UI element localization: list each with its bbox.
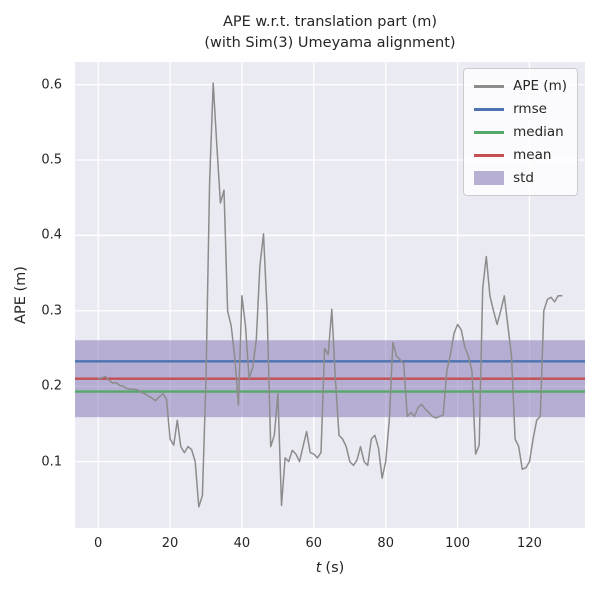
plot-canvas [75,62,585,528]
chart-title-line2: (with Sim(3) Umeyama alignment) [204,35,456,51]
legend-label-median: median [513,124,564,140]
median-line-swatch-icon [474,130,505,134]
chart-title: APE w.r.t. translation part (m) (with Si… [75,12,585,54]
legend-label-mean: mean [513,147,552,163]
y-tick-label: 0.3 [41,303,62,319]
x-axis-label-unit: (s) [325,560,345,576]
mean-line-swatch-icon [474,153,505,157]
plot-area: APE (m) rmse median mean std [75,62,585,528]
legend-label-ape: APE (m) [513,78,567,94]
legend-item-mean: mean [474,146,567,164]
legend-item-rmse: rmse [474,100,567,118]
x-tick-label: 0 [94,536,103,551]
legend-item-ape: APE (m) [474,77,567,95]
legend-label-rmse: rmse [513,101,547,117]
legend-item-std: std [474,169,567,187]
y-tick-label: 0.5 [41,152,62,168]
x-tick-label: 100 [445,536,470,551]
x-axis-label: t (s) [75,560,585,576]
x-tick-label: 80 [377,536,394,551]
x-tick-label: 40 [233,536,251,551]
legend-item-median: median [474,123,567,141]
chart-title-line1: APE w.r.t. translation part (m) [222,14,438,30]
x-tick-label: 20 [161,536,179,551]
x-tick-label: 60 [305,536,323,551]
ape-line-swatch-icon [474,84,505,88]
legend: APE (m) rmse median mean std [463,68,578,196]
legend-label-std: std [513,170,535,186]
x-axis-label-var: t [315,560,322,576]
ape-series-line [97,82,563,508]
y-tick-label: 0.4 [41,227,62,243]
y-tick-label: 0.2 [41,378,62,394]
std-patch-swatch-icon [474,171,505,185]
x-tick-label: 120 [517,536,542,551]
y-tick-label: 0.6 [41,77,62,93]
y-tick-label: 0.1 [41,454,62,470]
rmse-line-swatch-icon [474,107,505,111]
